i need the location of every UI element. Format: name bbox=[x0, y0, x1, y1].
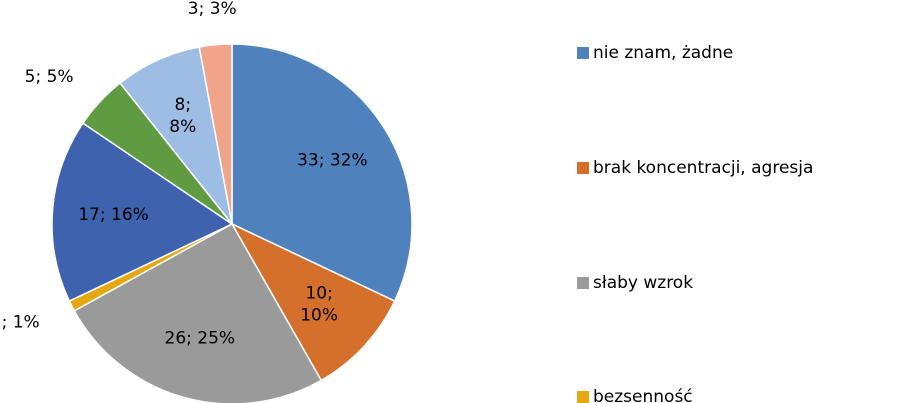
legend-swatch bbox=[577, 391, 589, 403]
data-label: 8; 8% bbox=[169, 95, 196, 137]
legend-label: bezsenność bbox=[593, 387, 693, 403]
data-label: 1; 1% bbox=[0, 312, 40, 332]
legend-swatch bbox=[577, 47, 589, 59]
legend-label: nie znam, żadne bbox=[593, 43, 733, 63]
legend-label: słaby wzrok bbox=[593, 273, 693, 293]
pie-slice bbox=[73, 222, 323, 403]
data-label: 5; 5% bbox=[25, 67, 74, 87]
pie-slice bbox=[231, 43, 413, 303]
pie-slice bbox=[51, 122, 234, 303]
legend-label: brak koncentracji, agresja bbox=[593, 158, 813, 178]
data-label: 3; 3% bbox=[188, 0, 237, 19]
pie-slice bbox=[198, 43, 233, 225]
data-label: 17; 16% bbox=[78, 205, 149, 225]
data-label: 10; 10% bbox=[300, 284, 338, 326]
legend-swatch bbox=[577, 162, 589, 174]
data-label: 26; 25% bbox=[165, 328, 236, 348]
pie-slice bbox=[230, 222, 396, 382]
legend-swatch bbox=[577, 277, 589, 289]
data-label: 33; 32% bbox=[297, 150, 368, 170]
